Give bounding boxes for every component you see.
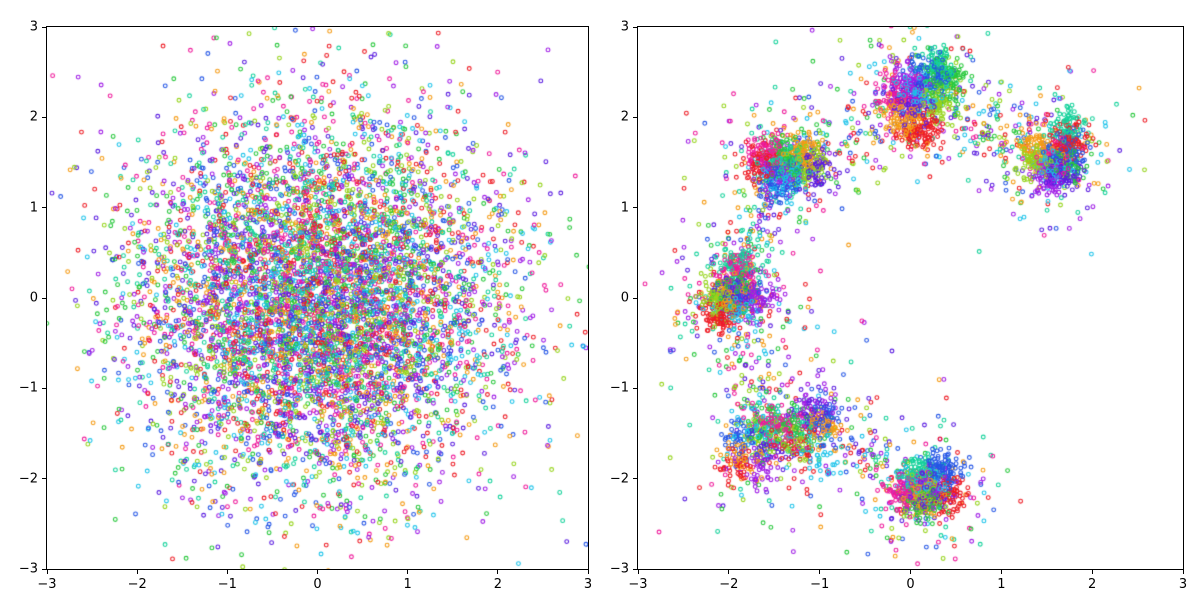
- y-tick: [42, 387, 46, 389]
- x-tick: [819, 570, 821, 574]
- x-tick: [46, 570, 48, 574]
- x-tick-label: 2: [1088, 577, 1097, 592]
- x-tick-label: −3: [37, 577, 57, 592]
- x-tick: [728, 570, 730, 574]
- y-tick-label: 0: [620, 290, 629, 306]
- y-tick: [633, 207, 637, 209]
- x-tick-label: −1: [810, 577, 830, 592]
- left-scatter-axes: −3 −2 −1 0 1 2 3 −3 −2 −1 0 1 2 3: [19, 21, 592, 592]
- x-tick-label: −2: [719, 577, 739, 592]
- y-tick: [42, 116, 46, 118]
- x-tick: [587, 570, 589, 574]
- y-tick: [633, 26, 637, 28]
- y-tick: [633, 568, 637, 570]
- y-tick-label: 2: [620, 109, 629, 125]
- y-tick-label: −3: [18, 561, 38, 577]
- x-tick-label: 1: [997, 577, 1006, 592]
- x-tick-label: −3: [628, 577, 648, 592]
- y-tick: [633, 297, 637, 299]
- y-tick-label: −2: [609, 471, 629, 487]
- x-tick-label: 3: [1178, 577, 1188, 592]
- x-tick: [1091, 570, 1093, 574]
- x-tick: [637, 570, 639, 574]
- x-tick: [497, 570, 499, 574]
- x-tick-label: 2: [493, 577, 502, 592]
- y-tick: [42, 478, 46, 480]
- y-tick-label: 1: [29, 200, 38, 216]
- x-tick: [1182, 570, 1184, 574]
- x-tick-label: 3: [583, 577, 593, 592]
- x-tick: [407, 570, 409, 574]
- y-tick: [42, 568, 46, 570]
- x-tick: [136, 570, 138, 574]
- x-tick-label: 1: [403, 577, 412, 592]
- y-tick-label: 2: [29, 109, 38, 125]
- y-tick-label: 0: [29, 290, 38, 306]
- y-tick: [633, 116, 637, 118]
- y-tick-label: 3: [620, 19, 629, 35]
- x-tick: [910, 570, 911, 574]
- y-tick-label: −3: [609, 561, 629, 577]
- x-tick-label: 0: [906, 577, 915, 592]
- y-tick: [633, 478, 637, 480]
- x-tick: [317, 570, 318, 574]
- x-tick-label: −2: [127, 577, 147, 592]
- y-tick-label: −1: [609, 380, 629, 396]
- x-tick: [1000, 570, 1002, 574]
- right-scatter-canvas: [638, 27, 1183, 569]
- y-tick-label: 1: [620, 200, 629, 216]
- y-tick-label: −2: [18, 471, 38, 487]
- y-tick: [42, 207, 46, 209]
- y-tick-label: 3: [29, 19, 38, 35]
- y-tick: [633, 387, 637, 389]
- y-tick-label: −1: [18, 380, 38, 396]
- y-tick: [42, 26, 46, 28]
- x-tick-label: −1: [217, 577, 237, 592]
- left-scatter-canvas: [47, 27, 588, 569]
- x-tick: [226, 570, 228, 574]
- right-scatter-axes: −3 −2 −1 0 1 2 3 −3 −2 −1 0 1 2 3: [610, 21, 1187, 592]
- x-tick-label: 0: [313, 577, 322, 592]
- y-tick: [42, 297, 46, 299]
